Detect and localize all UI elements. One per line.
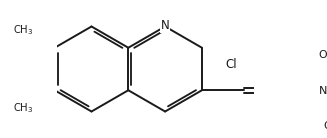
Text: Cl: Cl (226, 58, 237, 71)
Text: N: N (161, 19, 169, 32)
Text: CH$_3$: CH$_3$ (13, 101, 34, 115)
Text: O$^-$: O$^-$ (318, 48, 327, 60)
Text: CH$_3$: CH$_3$ (13, 23, 34, 37)
Text: O: O (323, 121, 327, 131)
Text: N$^+$: N$^+$ (318, 83, 327, 98)
